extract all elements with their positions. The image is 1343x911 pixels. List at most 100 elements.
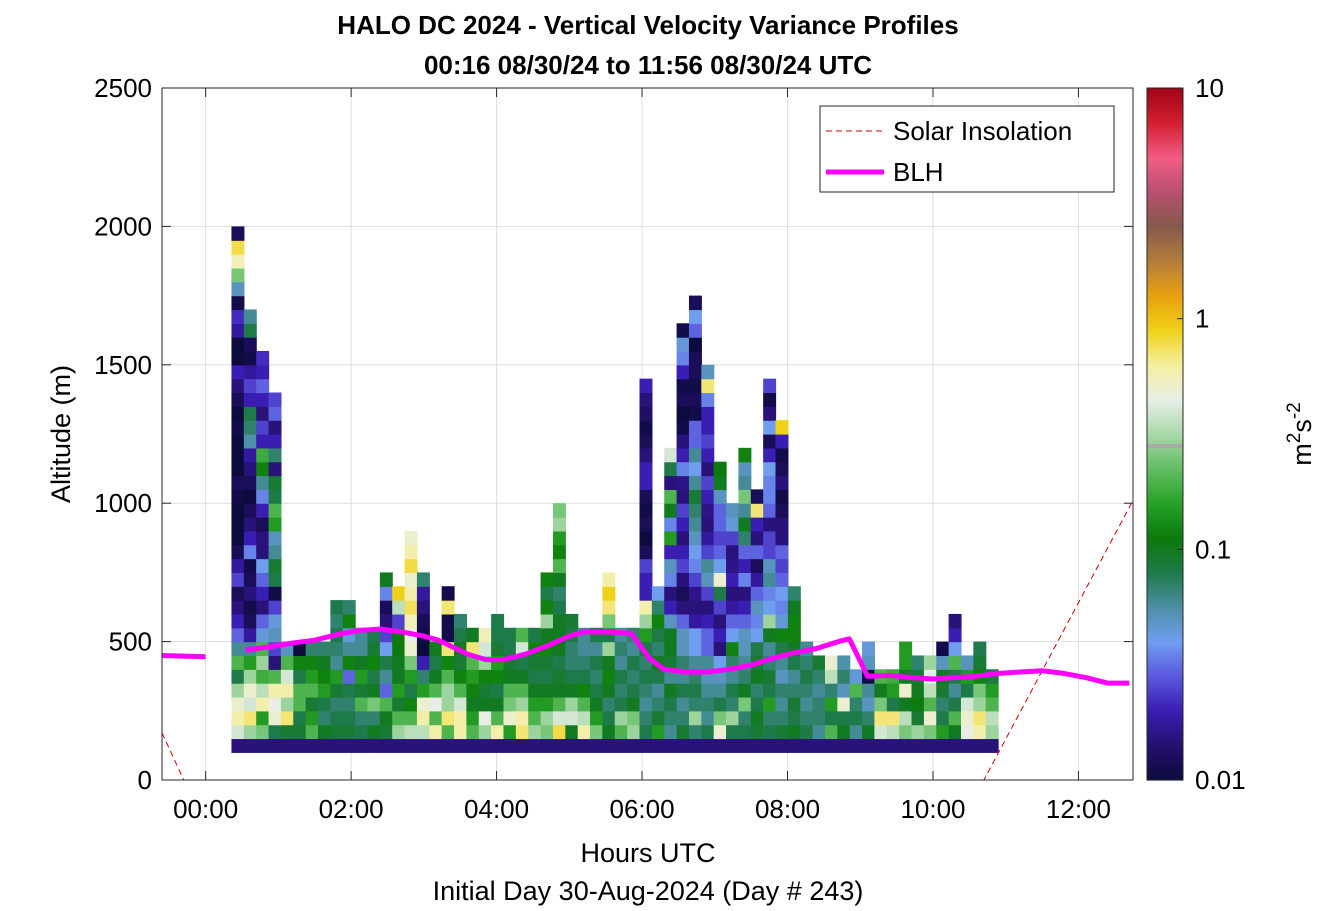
heatmap-cell [775, 627, 789, 643]
heatmap-cell [713, 613, 727, 629]
heatmap-cell [590, 641, 603, 657]
heatmap-cell [602, 669, 616, 684]
heatmap-cell [775, 572, 789, 587]
heatmap-cell [676, 350, 690, 366]
heatmap-cell [713, 696, 727, 712]
heatmap-cell [454, 683, 467, 698]
heatmap-cell [713, 544, 727, 560]
heatmap-cell [738, 447, 752, 463]
heatmap-cell [416, 600, 430, 615]
heatmap-cell [256, 350, 270, 366]
heatmap-cell [552, 655, 566, 670]
heatmap-cell [552, 503, 566, 518]
heatmap-cell [639, 517, 653, 532]
colorbar-band [1147, 572, 1183, 577]
heatmap-cell [330, 669, 344, 684]
heatmap-cell [318, 696, 331, 712]
heatmap-cell [763, 475, 777, 490]
heatmap-cell [515, 683, 529, 698]
heatmap-cell [738, 600, 752, 615]
heatmap-cell [416, 586, 430, 601]
colorbar-band [1147, 612, 1183, 617]
heatmap-cell [701, 683, 715, 698]
heatmap-cell [565, 738, 579, 753]
heatmap-cell [936, 724, 950, 740]
colorbar-band [1147, 556, 1183, 561]
heatmap-cell [256, 447, 270, 463]
heatmap-cell [491, 683, 505, 698]
heatmap-cell [416, 724, 430, 740]
heatmap-cell [676, 364, 690, 380]
heatmap-cell [231, 641, 245, 657]
heatmap-cell [491, 669, 505, 684]
colorbar-band [1147, 176, 1183, 181]
heatmap-cell [318, 738, 331, 753]
heatmap-cell [676, 641, 690, 657]
heatmap-cell [688, 364, 702, 380]
heatmap-cell [392, 710, 406, 726]
heatmap-cell [243, 724, 257, 740]
heatmap-cell [787, 669, 801, 684]
heatmap-cell [812, 683, 826, 698]
y-tick-label: 1000 [94, 488, 152, 518]
colorbar-band [1147, 388, 1183, 393]
plot-lines [162, 500, 1133, 780]
legend-blh-label: BLH [893, 157, 944, 187]
heatmap-cell [330, 683, 344, 698]
heatmap-cell [960, 655, 974, 670]
heatmap-cell [639, 738, 653, 753]
colorbar-band [1147, 624, 1183, 629]
heatmap-cell [540, 613, 554, 629]
colorbar-band [1147, 268, 1183, 273]
heatmap-cell [676, 558, 690, 573]
heatmap-cell [862, 641, 876, 657]
heatmap-cell [552, 517, 566, 532]
colorbar-band [1147, 304, 1183, 309]
heatmap-cell [713, 627, 727, 643]
colorbar-band [1147, 568, 1183, 573]
heatmap-cell [256, 364, 270, 380]
heatmap-cell [837, 724, 851, 740]
heatmap-cell [404, 586, 418, 601]
heatmap-cell [664, 655, 678, 670]
heatmap-cell [787, 738, 801, 753]
heatmap-cell [231, 683, 245, 698]
heatmap-cell [664, 600, 678, 615]
heatmap-cell [948, 655, 962, 670]
heatmap-cell [602, 600, 616, 615]
heatmap-cell [441, 738, 455, 753]
heatmap-cell [763, 738, 777, 753]
x-axis-label: Hours UTC [580, 838, 715, 868]
heatmap-cell [268, 586, 282, 601]
heatmap-cell [280, 724, 294, 740]
colorbar-band [1147, 328, 1183, 333]
colorbar-band [1147, 104, 1183, 109]
heatmap-cell [342, 613, 356, 629]
heatmap-cell [342, 669, 356, 684]
heatmap-cell [515, 655, 529, 670]
heatmap-cell [231, 475, 245, 490]
heatmap-cell [763, 669, 777, 684]
heatmap-cell [256, 378, 270, 394]
heatmap-cell [416, 738, 430, 753]
heatmap-cell [466, 696, 480, 712]
x-tick-label: 08:00 [755, 794, 820, 824]
heatmap-cell [948, 738, 962, 753]
heatmap-cell [985, 738, 999, 753]
heatmap-cell [379, 683, 393, 698]
heatmap-cell [540, 724, 554, 740]
heatmap-cell [701, 572, 715, 587]
heatmap-cell [948, 627, 962, 643]
heatmap-cell [231, 600, 245, 615]
colorbar-band [1147, 292, 1183, 297]
heatmap-cell [280, 710, 294, 726]
heatmap-cell [256, 572, 270, 587]
heatmap-cell [787, 696, 801, 712]
colorbar-band [1147, 216, 1183, 221]
heatmap-cell [243, 406, 257, 421]
heatmap-cell [664, 696, 678, 712]
heatmap-cell [540, 655, 554, 670]
heatmap-cell [639, 434, 653, 449]
heatmap-cell [639, 683, 653, 698]
heatmap-cell [404, 572, 418, 587]
